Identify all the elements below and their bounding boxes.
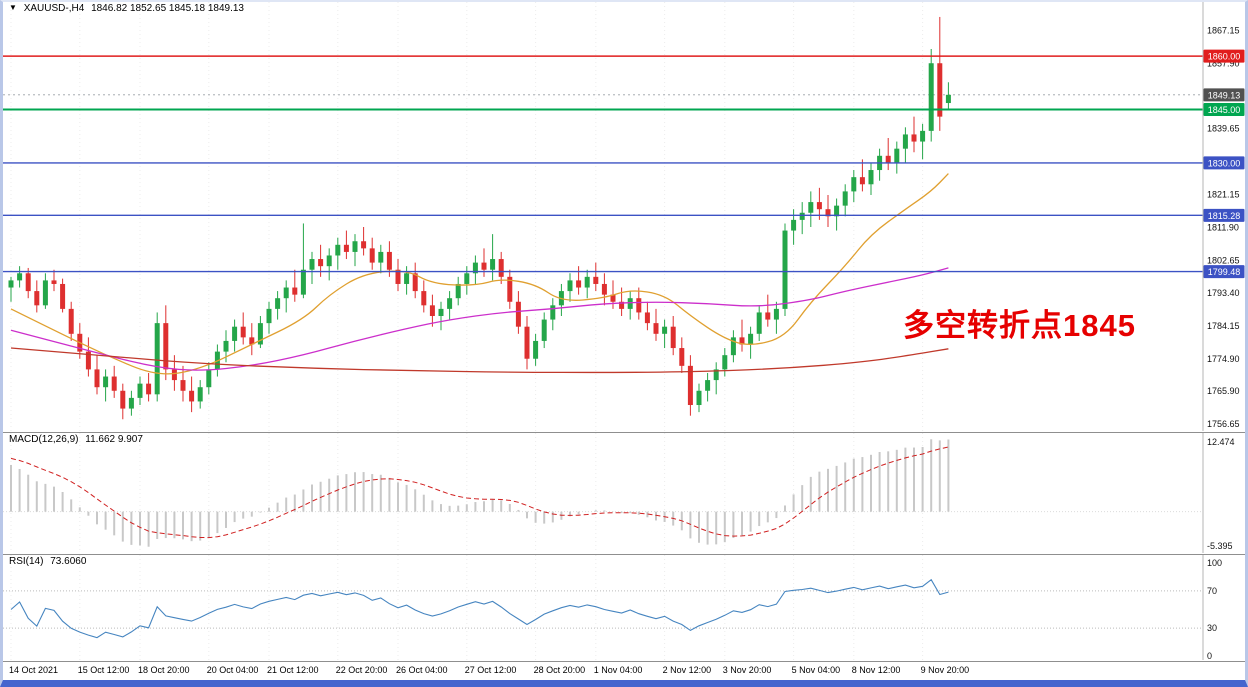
rsi-header: RSI(14) 73.6060 (9, 556, 90, 567)
price-axis-label: 1857.90 (1207, 59, 1240, 69)
time-axis-label: 9 Nov 20:00 (920, 665, 970, 675)
price-axis-label: 1802.65 (1207, 255, 1240, 265)
price-axis-label: 1793.40 (1207, 288, 1240, 298)
ma-medium-line (10, 267, 949, 371)
macd-panel: 12.474 -5.395 MACD(12,26,9) 11.662 9.907 (3, 433, 1245, 555)
price-axis-label: 1839.65 (1207, 124, 1240, 134)
svg-text:1845.00: 1845.00 (1208, 105, 1241, 115)
rsi-label: RSI(14) (9, 556, 44, 567)
gridlines (10, 2, 924, 431)
price-axis-label: 1811.90 (1207, 222, 1239, 232)
time-axis-label: 1 Nov 04:00 (593, 665, 643, 675)
price-chart-panel: 1867.15 1857.90 1839.65 1821.15 1811.90 1802.… (3, 2, 1245, 433)
annotation-text[interactable]: 多空转折点1845 (903, 308, 1136, 343)
ma-fast-line (10, 173, 949, 375)
time-axis-label: 3 Nov 20:00 (722, 665, 772, 675)
time-axis-label: 20 Oct 04:00 (206, 665, 259, 675)
time-axis-label: 26 Oct 04:00 (396, 665, 448, 675)
time-axis-label: 8 Nov 12:00 (851, 665, 901, 675)
price-axis-label: 1765.90 (1207, 386, 1240, 396)
price-axis-label: 1774.90 (1207, 354, 1240, 364)
price-axis-label: 1756.65 (1207, 419, 1240, 429)
price-axis-label: 1867.15 (1207, 26, 1240, 36)
price-axis-label: 1821.15 (1207, 189, 1240, 199)
svg-text:1830.00: 1830.00 (1208, 158, 1241, 168)
symbol-timeframe: XAUUSD-,H4 (23, 3, 85, 14)
rsi-axis-label: 30 (1207, 623, 1217, 633)
svg-text:1815.28: 1815.28 (1208, 211, 1241, 221)
rsi-panel: 100 70 30 0 RSI(14) 73.6060 (3, 555, 1245, 662)
price-badge: 1830.00 (1203, 156, 1245, 170)
time-axis-label: 2 Nov 12:00 (662, 665, 712, 675)
price-badge: 1860.00 (1203, 49, 1245, 63)
macd-histogram (10, 439, 950, 547)
rsi-axis-label: 0 (1207, 651, 1212, 660)
chevron-down-icon[interactable]: ▼ (9, 3, 17, 12)
chart-header: ▼ XAUUSD-,H4 1846.82 1852.65 1845.18 184… (9, 3, 248, 14)
price-badge: 1845.00 (1203, 103, 1245, 117)
macd-label: MACD(12,26,9) (9, 434, 79, 445)
rsi-line (10, 578, 949, 639)
time-axis-label: 15 Oct 12:00 (77, 665, 130, 675)
time-axis-label: 5 Nov 04:00 (791, 665, 841, 675)
svg-text:1799.48: 1799.48 (1208, 267, 1241, 277)
time-axis: 14 Oct 2021 15 Oct 12:00 18 Oct 20:00 20 Oc… (3, 662, 1245, 680)
time-axis-label: 28 Oct 20:00 (533, 665, 586, 675)
macd-chart: 12.474 -5.395 (3, 433, 1235, 553)
macd-axis-label: 12.474 (1207, 437, 1235, 447)
macd-axis-label: -5.395 (1207, 541, 1233, 551)
price-badge: 1799.48 (1203, 265, 1245, 279)
ma-slow-line (10, 347, 949, 374)
macd-values: 11.662 9.907 (85, 434, 143, 445)
rsi-axis-label: 100 (1207, 558, 1222, 568)
macd-signal-line (10, 446, 949, 539)
price-axis-label: 1784.15 (1207, 321, 1240, 331)
price-chart: 1867.15 1857.90 1839.65 1821.15 1811.90 1802.… (3, 2, 1245, 431)
candles (8, 16, 951, 420)
macd-header: MACD(12,26,9) 11.662 9.907 (9, 434, 147, 445)
price-badge: 1849.13 (1203, 88, 1245, 102)
time-axis-label: 18 Oct 20:00 (138, 665, 190, 675)
rsi-axis-label: 70 (1207, 586, 1217, 596)
gridlines (10, 555, 924, 660)
time-axis-label: 27 Oct 12:00 (464, 665, 517, 675)
time-axis-label: 14 Oct 2021 (9, 665, 59, 675)
price-badge: 1815.28 (1203, 208, 1245, 222)
rsi-value: 73.6060 (50, 556, 87, 567)
time-axis-label: 22 Oct 20:00 (335, 665, 388, 675)
time-axis-label: 21 Oct 12:00 (267, 665, 319, 675)
rsi-chart: 100 70 30 0 (3, 555, 1222, 660)
svg-text:1849.13: 1849.13 (1208, 90, 1241, 100)
svg-text:1860.00: 1860.00 (1208, 52, 1241, 62)
ohlc-readout: 1846.82 1852.65 1845.18 1849.13 (91, 3, 244, 14)
